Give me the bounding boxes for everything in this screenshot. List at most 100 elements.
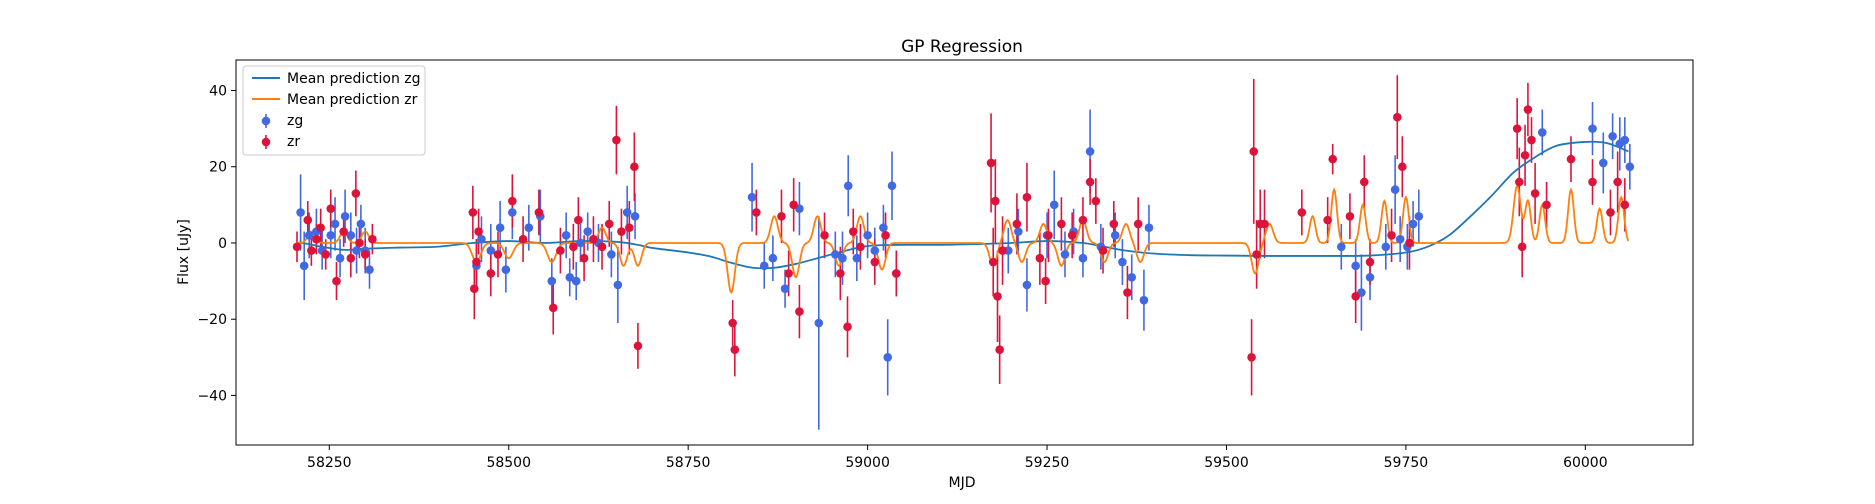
- zg-point: [365, 265, 374, 274]
- zr-point: [316, 223, 325, 233]
- zr-point: [548, 303, 558, 313]
- x-tick-label: 58500: [486, 455, 531, 471]
- zr-point: [1542, 200, 1551, 210]
- zr-point: [1022, 192, 1032, 202]
- zr-point: [1098, 246, 1108, 255]
- zg-point: [1395, 234, 1405, 244]
- zg-point: [486, 246, 496, 255]
- zg-point: [1620, 135, 1630, 145]
- zg-point: [1078, 253, 1088, 263]
- zr-point: [1035, 253, 1045, 263]
- zr-point: [604, 219, 614, 229]
- zr-point: [795, 307, 804, 316]
- zg-point: [630, 211, 640, 221]
- zr-point: [784, 269, 793, 278]
- zr-point: [468, 208, 478, 217]
- zr-point: [730, 345, 740, 355]
- zr-point: [351, 189, 361, 198]
- zg-point: [1085, 147, 1095, 156]
- zr-point: [1091, 196, 1101, 206]
- zr-point: [534, 208, 544, 217]
- zg-point: [304, 231, 314, 240]
- zg-point: [1127, 272, 1137, 282]
- zr-point: [360, 250, 370, 259]
- zg-point: [1118, 257, 1127, 267]
- x-tick-label: 58250: [307, 455, 352, 471]
- zg-point: [1365, 272, 1375, 282]
- zr-point: [469, 284, 479, 294]
- legend-label-zg-points: zg: [287, 113, 303, 129]
- zg-point: [1414, 211, 1424, 221]
- zg-point: [583, 227, 592, 236]
- zr-point: [569, 242, 578, 252]
- x-tick-label: 59500: [1204, 455, 1249, 471]
- legend-label-zr-points: zr: [287, 134, 300, 150]
- legend-marker: [261, 137, 271, 147]
- zr-point: [1359, 177, 1369, 187]
- y-tick-label: 20: [209, 160, 227, 176]
- zg-point: [1144, 223, 1154, 233]
- chart-title: GP Regression: [901, 37, 1023, 57]
- zr-point: [993, 292, 1002, 301]
- zr-point: [589, 234, 598, 244]
- zg-point: [1625, 162, 1635, 172]
- zr-point: [1613, 177, 1622, 187]
- zr-point: [1527, 135, 1536, 145]
- zr-point: [1078, 215, 1088, 225]
- zr-point: [493, 250, 503, 259]
- zg-point: [330, 219, 340, 229]
- legend: Mean prediction zg Mean prediction zr zg…: [242, 65, 426, 156]
- zr-point: [892, 269, 901, 278]
- zg-point: [863, 231, 872, 240]
- zg-point: [356, 219, 366, 229]
- zg-point: [524, 223, 534, 233]
- zr-point: [474, 227, 483, 236]
- zr-point: [881, 231, 890, 240]
- zg-point: [1049, 200, 1059, 210]
- zr-point: [752, 208, 761, 217]
- zr-point: [1566, 154, 1576, 164]
- zr-point: [1247, 353, 1256, 362]
- legend-box: [242, 65, 426, 156]
- y-tick-label: 40: [209, 83, 227, 99]
- x-tick-label: 59000: [845, 455, 890, 471]
- zg-point: [501, 265, 511, 274]
- zr-point: [556, 246, 565, 255]
- zr-point: [1530, 189, 1540, 198]
- mean-prediction-zr-line: [296, 184, 1630, 295]
- zg-point: [1022, 280, 1032, 290]
- zg-point: [561, 231, 571, 240]
- zr-point: [326, 204, 336, 213]
- zr-point: [1041, 276, 1050, 286]
- zg-point: [870, 246, 880, 255]
- zr-points: [292, 105, 1630, 362]
- zr-point: [777, 211, 786, 221]
- zr-point: [1523, 105, 1533, 114]
- zr-point: [321, 250, 331, 259]
- zr-point: [612, 135, 621, 145]
- zr-point: [848, 227, 858, 236]
- zr-point: [1297, 208, 1307, 217]
- y-tick-label: −20: [197, 312, 227, 328]
- zr-point: [856, 242, 865, 252]
- zr-point: [292, 242, 302, 252]
- legend-marker: [261, 116, 271, 126]
- zr-point: [630, 162, 639, 172]
- mean-prediction-zg-line: [298, 140, 1629, 270]
- x-tick-label: 58750: [666, 455, 711, 471]
- zr-point: [307, 246, 316, 255]
- zg-point: [838, 253, 847, 263]
- zg-point: [759, 261, 769, 271]
- zr-point: [1588, 177, 1597, 187]
- zg-points: [296, 124, 1635, 362]
- zr-point: [1323, 215, 1332, 225]
- zg-point: [1060, 250, 1070, 259]
- zr-point: [1606, 208, 1615, 217]
- zr-point: [486, 269, 496, 278]
- zr-point: [508, 196, 517, 206]
- zg-point: [883, 353, 893, 362]
- zr-point: [870, 257, 880, 267]
- zr-point: [617, 227, 626, 236]
- plot-frame: [235, 59, 1694, 446]
